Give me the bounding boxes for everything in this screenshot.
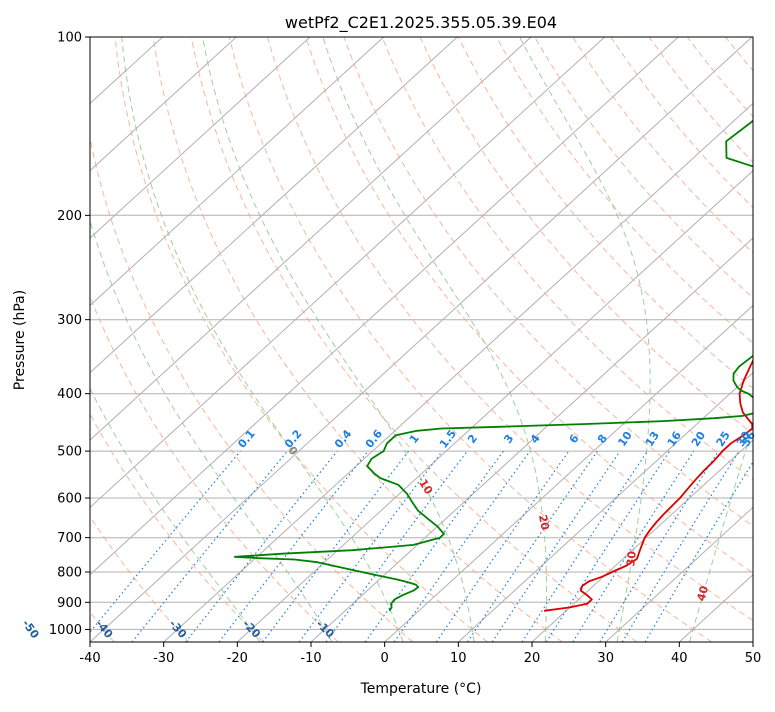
moist-adiabat-label: 30 <box>624 550 639 567</box>
y-tick-label: 500 <box>57 445 82 460</box>
y-tick-label: 700 <box>57 531 82 546</box>
x-tick-label: 0 <box>381 651 389 666</box>
y-tick-label: 600 <box>57 492 82 507</box>
y-axis-label: Pressure (hPa) <box>12 290 28 390</box>
y-tick-label: 400 <box>57 387 82 402</box>
chart-title: wetPf2_C2E1.2025.355.05.39.E04 <box>285 13 557 33</box>
x-tick-label: 20 <box>524 651 541 666</box>
y-tick-label: 800 <box>57 566 82 581</box>
y-tick-label: 300 <box>57 313 82 328</box>
x-tick-label: -20 <box>227 651 248 666</box>
x-tick-label: 10 <box>450 651 467 666</box>
x-tick-label: 30 <box>597 651 614 666</box>
x-tick-label: -40 <box>79 651 100 666</box>
y-tick-label: 100 <box>57 31 82 46</box>
x-axis-label: Temperature (°C) <box>360 681 482 697</box>
x-tick-label: 40 <box>671 651 688 666</box>
x-tick-label: -10 <box>300 651 321 666</box>
x-tick-label: 50 <box>745 651 762 666</box>
x-tick-label: -30 <box>153 651 174 666</box>
y-tick-label: 900 <box>57 596 82 611</box>
y-tick-label: 200 <box>57 209 82 224</box>
y-tick-label: 1000 <box>49 623 82 638</box>
